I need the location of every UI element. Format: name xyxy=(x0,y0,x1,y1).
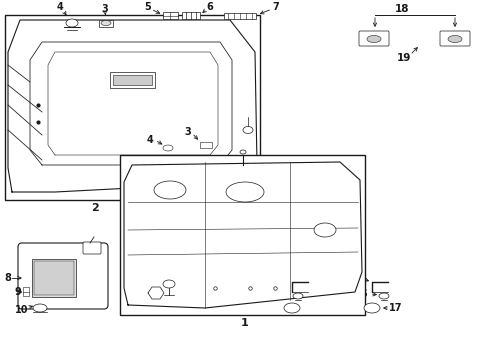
Ellipse shape xyxy=(154,181,186,199)
Text: 16: 16 xyxy=(355,289,369,299)
Text: 14: 14 xyxy=(345,273,359,283)
Text: 15: 15 xyxy=(271,289,285,299)
Text: 3: 3 xyxy=(101,4,108,14)
Text: 4: 4 xyxy=(147,135,153,145)
FancyBboxPatch shape xyxy=(440,31,470,46)
FancyBboxPatch shape xyxy=(359,31,389,46)
Text: 2: 2 xyxy=(91,203,99,213)
Ellipse shape xyxy=(448,36,462,42)
FancyBboxPatch shape xyxy=(18,243,108,309)
Bar xyxy=(34,261,74,295)
Bar xyxy=(182,12,200,19)
Ellipse shape xyxy=(364,303,380,313)
Ellipse shape xyxy=(33,304,47,312)
Ellipse shape xyxy=(226,182,264,202)
Bar xyxy=(5,15,260,200)
Text: 13: 13 xyxy=(265,273,279,283)
Bar xyxy=(110,72,155,88)
Text: 8: 8 xyxy=(4,273,11,283)
Bar xyxy=(200,142,212,148)
Text: 5: 5 xyxy=(145,2,151,12)
Text: 19: 19 xyxy=(397,53,411,63)
Bar xyxy=(120,155,365,315)
Text: 6: 6 xyxy=(207,2,213,12)
Ellipse shape xyxy=(367,36,381,42)
Ellipse shape xyxy=(101,21,111,26)
FancyBboxPatch shape xyxy=(83,242,101,254)
Ellipse shape xyxy=(163,145,173,151)
Ellipse shape xyxy=(314,223,336,237)
Ellipse shape xyxy=(243,126,253,134)
Text: 11: 11 xyxy=(141,273,155,283)
Text: 1: 1 xyxy=(241,318,249,328)
Bar xyxy=(113,75,152,85)
Ellipse shape xyxy=(66,19,78,27)
Bar xyxy=(32,259,76,297)
Ellipse shape xyxy=(379,293,389,299)
Text: 18: 18 xyxy=(395,4,409,14)
Text: 7: 7 xyxy=(272,2,279,12)
Text: 17: 17 xyxy=(309,303,323,313)
Text: 9: 9 xyxy=(15,287,22,297)
Bar xyxy=(163,12,178,19)
Bar xyxy=(224,13,256,19)
Bar xyxy=(23,287,29,296)
Text: 12: 12 xyxy=(165,297,179,307)
Text: 17: 17 xyxy=(389,303,403,313)
Ellipse shape xyxy=(163,280,175,288)
Ellipse shape xyxy=(240,150,246,154)
Text: 10: 10 xyxy=(15,305,29,315)
Text: 3: 3 xyxy=(185,127,192,137)
Ellipse shape xyxy=(293,293,303,299)
Bar xyxy=(99,20,113,27)
Text: 4: 4 xyxy=(57,2,63,12)
Ellipse shape xyxy=(284,303,300,313)
